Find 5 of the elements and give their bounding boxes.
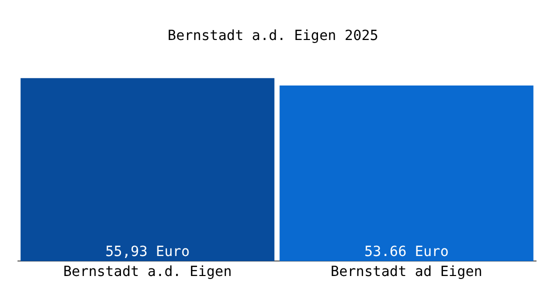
chart-title: Bernstadt a.d. Eigen 2025	[168, 28, 378, 44]
x-tick-label: Bernstadt a.d. Eigen	[63, 264, 232, 280]
x-tick-label: Bernstadt ad Eigen	[330, 264, 482, 280]
data-label: 53.66 Euro	[364, 244, 449, 260]
data-label: 55,93 Euro	[105, 244, 190, 260]
